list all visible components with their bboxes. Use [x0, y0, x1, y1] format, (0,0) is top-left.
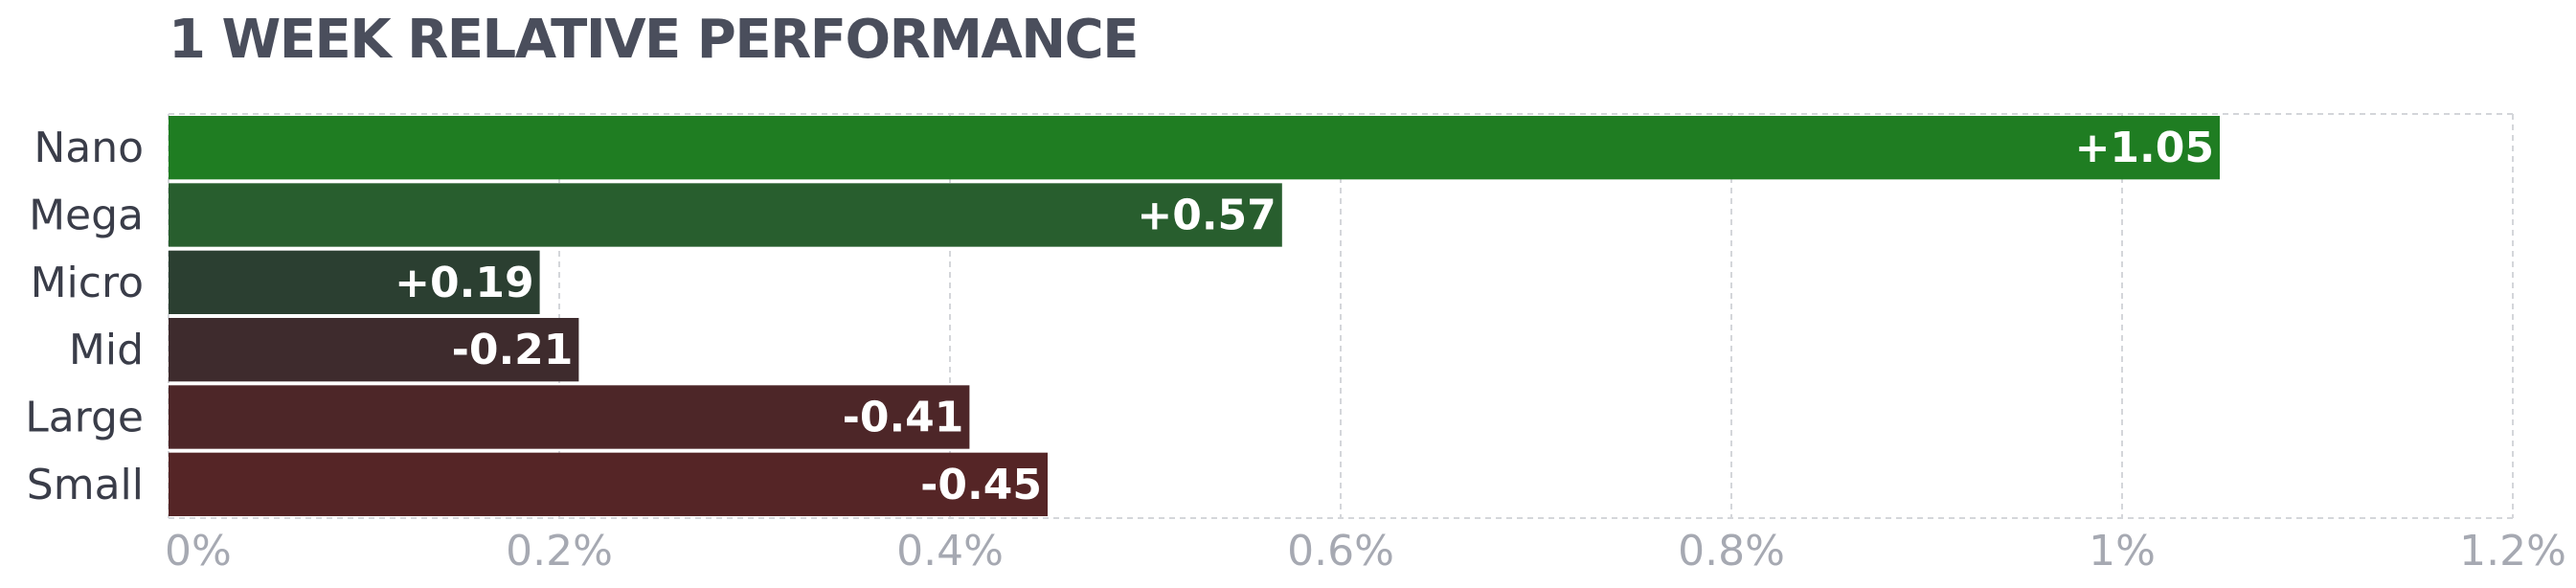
category-label: Mega	[29, 192, 144, 240]
x-tick-label: 0%	[165, 527, 232, 576]
value-label: -0.41	[843, 394, 964, 442]
x-tick-label: 1%	[2089, 527, 2156, 576]
value-label: +0.19	[395, 259, 533, 307]
bar-micro	[169, 250, 540, 314]
category-label: Nano	[34, 124, 144, 172]
x-tick-label: 0.4%	[896, 527, 1004, 576]
x-tick-label: 0.6%	[1287, 527, 1394, 576]
bar-nano	[169, 116, 2220, 180]
category-label: Mid	[69, 326, 144, 374]
value-label: +1.05	[2075, 124, 2214, 172]
category-label: Small	[27, 461, 144, 509]
category-label: Micro	[31, 259, 144, 307]
value-label: -0.21	[452, 326, 574, 374]
value-label: -0.45	[920, 461, 1042, 509]
bar-mega	[169, 183, 1282, 247]
x-tick-label: 0.2%	[506, 527, 613, 576]
bar-large	[169, 385, 970, 449]
bar-small	[169, 452, 1048, 516]
bars: +1.05 +0.57 +0.19 -0.21 -0.41 -0.45	[169, 116, 2220, 516]
category-labels: Nano Mega Micro Mid Large Small	[25, 124, 144, 509]
chart-title: 1 WEEK RELATIVE PERFORMANCE	[169, 9, 1140, 71]
x-axis-ticks: 0% 0.2% 0.4% 0.6% 0.8% 1% 1.2%	[165, 527, 2566, 576]
grid-lines	[168, 113, 2514, 519]
bar-mid	[169, 318, 579, 382]
value-label: +0.57	[1137, 192, 1276, 240]
category-label: Large	[25, 394, 144, 442]
x-tick-label: 0.8%	[1678, 527, 1785, 576]
x-tick-label: 1.2%	[2459, 527, 2566, 576]
